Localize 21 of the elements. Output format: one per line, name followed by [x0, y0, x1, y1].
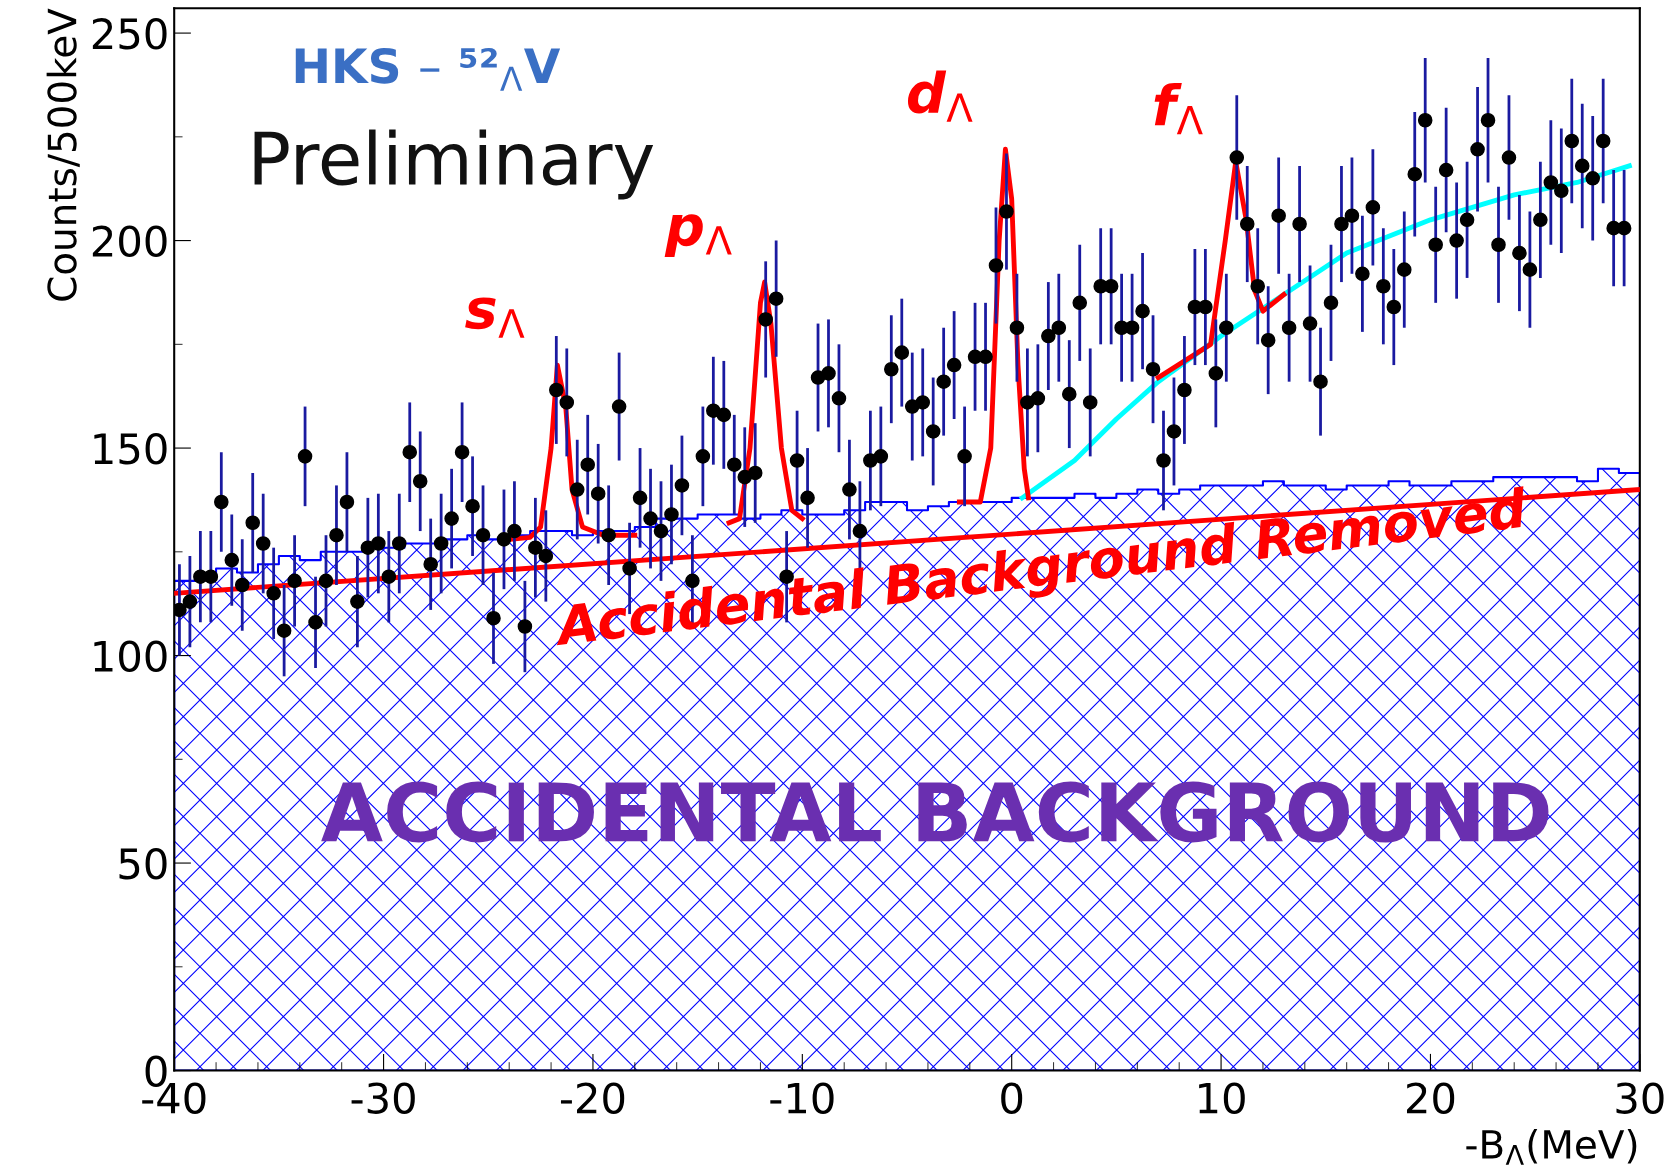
- x-axis-title: -B$_{Λ}$(MeV): [1466, 1128, 1637, 1165]
- annotation: f$_{Λ}$: [1154, 82, 1203, 135]
- y-tick-label: 100: [94, 640, 167, 672]
- annotation: p$_{Λ}$: [664, 214, 732, 257]
- annotation: HKS – ⁵²$_{Λ}$V: [295, 47, 561, 91]
- annotation: s$_{Λ}$: [465, 297, 525, 338]
- y-tick-label: 150: [94, 432, 167, 465]
- x-tick-label: -10: [770, 1082, 834, 1114]
- y-axis-title: Counts/500keV: [46, 8, 80, 301]
- x-tick-label: 30: [1616, 1082, 1664, 1114]
- x-tick-label: 10: [1199, 1082, 1245, 1114]
- annotation: Accidental Background Removed: [551, 486, 1530, 657]
- x-tick-label: -30: [351, 1082, 415, 1114]
- y-tick-label: 250: [92, 17, 167, 50]
- x-tick-label: 20: [1406, 1082, 1455, 1114]
- annotation: d$_{Λ}$: [907, 70, 973, 122]
- annotation: Preliminary: [254, 129, 654, 200]
- y-tick-label: 200: [92, 225, 167, 257]
- x-tick-label: 0: [1001, 1082, 1023, 1114]
- y-tick-label: 50: [119, 847, 167, 880]
- x-tick-label: -20: [560, 1082, 625, 1114]
